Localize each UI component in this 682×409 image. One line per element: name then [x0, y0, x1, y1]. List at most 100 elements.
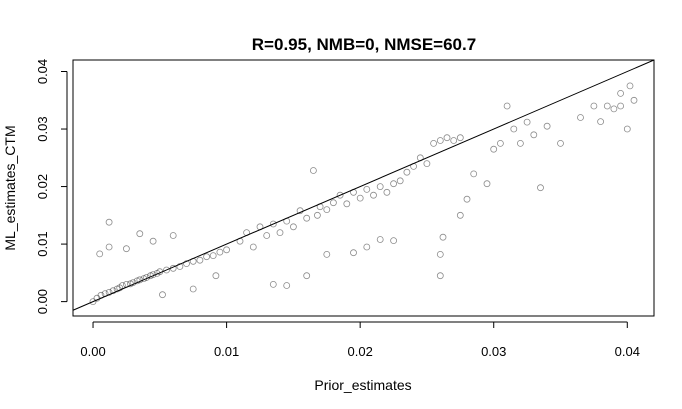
scatter-point: [136, 230, 144, 238]
y-tick-label: 0.02: [35, 174, 50, 199]
scatter-point: [249, 243, 257, 251]
scatter-point: [390, 180, 398, 188]
x-tick-label: 0.02: [348, 344, 373, 359]
scatter-point: [496, 139, 504, 147]
scatter-point: [470, 170, 478, 178]
scatter-point: [537, 184, 544, 192]
scatter-point: [603, 102, 611, 110]
scatter-point: [269, 280, 277, 288]
y-axis-label: ML_estimates_CTM: [2, 125, 18, 250]
scatter-points: [89, 82, 638, 306]
scatter-point: [113, 285, 121, 293]
scatter-point: [517, 139, 524, 147]
scatter-point: [577, 114, 584, 121]
scatter-point: [376, 183, 384, 191]
scatter-point: [96, 250, 104, 258]
scatter-point: [276, 229, 284, 237]
scatter-point: [105, 243, 113, 251]
scatter-point: [630, 96, 638, 104]
x-axis: 0.00 0.01 0.02 0.03 0.04: [80, 321, 640, 359]
scatter-point: [313, 211, 321, 219]
y-tick-label: 0.00: [35, 289, 50, 314]
scatter-point: [463, 195, 471, 203]
scatter-point: [123, 245, 130, 253]
scatter-point: [436, 272, 444, 280]
x-tick-label: 0.04: [615, 344, 640, 359]
scatter-point: [376, 236, 384, 243]
scatter-point: [617, 102, 624, 110]
scatter-point: [216, 248, 224, 256]
scatter-point: [283, 282, 291, 289]
scatter-point: [109, 287, 117, 295]
x-tick-label: 0.01: [214, 344, 239, 359]
scatter-point: [212, 272, 220, 280]
scatter-point: [530, 131, 538, 139]
scatter-point: [617, 90, 624, 97]
scatter-point: [350, 249, 357, 257]
scatter-point: [153, 269, 161, 277]
scatter-point: [590, 102, 598, 110]
scatter-point: [196, 256, 204, 264]
scatter-point: [363, 243, 371, 251]
scatter-point: [116, 284, 124, 292]
scatter-point: [309, 167, 317, 174]
scatter-point: [189, 285, 197, 293]
scatter-point: [543, 122, 551, 130]
scatter-point: [209, 252, 217, 260]
scatter-point: [396, 177, 404, 185]
scatter-point: [363, 185, 371, 193]
scatter-point: [626, 82, 634, 90]
plot-frame: [72, 59, 655, 317]
scatter-point: [149, 237, 157, 245]
scatter-point: [623, 125, 631, 133]
scatter-point: [356, 194, 364, 202]
scatter-point: [223, 246, 231, 254]
scatter-point: [390, 237, 398, 245]
scatter-point: [89, 298, 97, 306]
scatter-point: [323, 250, 331, 258]
scatter-point: [383, 188, 391, 196]
scatter-point: [439, 233, 447, 241]
scatter-point: [159, 291, 166, 299]
scatter-point: [105, 218, 113, 226]
y-tick-label: 0.04: [35, 59, 50, 84]
y-axis: 0.00 0.01 0.02 0.03 0.04: [35, 59, 68, 314]
scatter-point: [456, 211, 464, 219]
scatter-point: [329, 199, 337, 207]
scatter-point: [456, 134, 464, 142]
scatter-point: [557, 139, 564, 147]
scatter-point: [523, 118, 531, 126]
y-tick-label: 0.03: [35, 116, 50, 141]
scatter-point: [503, 102, 511, 110]
scatter-point: [336, 191, 344, 199]
scatter-point: [169, 232, 177, 239]
scatter-point: [163, 266, 170, 274]
scatter-point: [403, 168, 411, 176]
scatter-point: [370, 191, 377, 199]
x-tick-label: 0.03: [481, 344, 506, 359]
chart-title: R=0.95, NMB=0, NMSE=60.7: [252, 35, 476, 54]
scatter-point: [436, 250, 444, 258]
reference-line: [72, 59, 655, 311]
scatter-point: [303, 272, 311, 280]
scatter-point: [176, 263, 184, 270]
scatter-point: [490, 145, 498, 153]
scatter-point: [443, 134, 451, 142]
scatter-point: [510, 125, 518, 133]
scatter-point: [450, 137, 458, 144]
scatter-point: [323, 206, 331, 214]
scatter-point: [423, 160, 431, 168]
scatter-point: [183, 260, 190, 268]
scatter-point: [303, 214, 311, 222]
scatter-point: [610, 105, 618, 113]
scatter-point: [483, 180, 491, 188]
scatter-point: [203, 253, 211, 261]
scatter-point: [289, 223, 297, 231]
x-axis-label: Prior_estimates: [314, 377, 411, 393]
y-tick-label: 0.01: [35, 231, 50, 256]
scatter-point: [436, 137, 444, 144]
x-tick-label: 0.00: [80, 344, 105, 359]
scatter-point: [269, 220, 277, 228]
scatter-point: [343, 200, 351, 208]
